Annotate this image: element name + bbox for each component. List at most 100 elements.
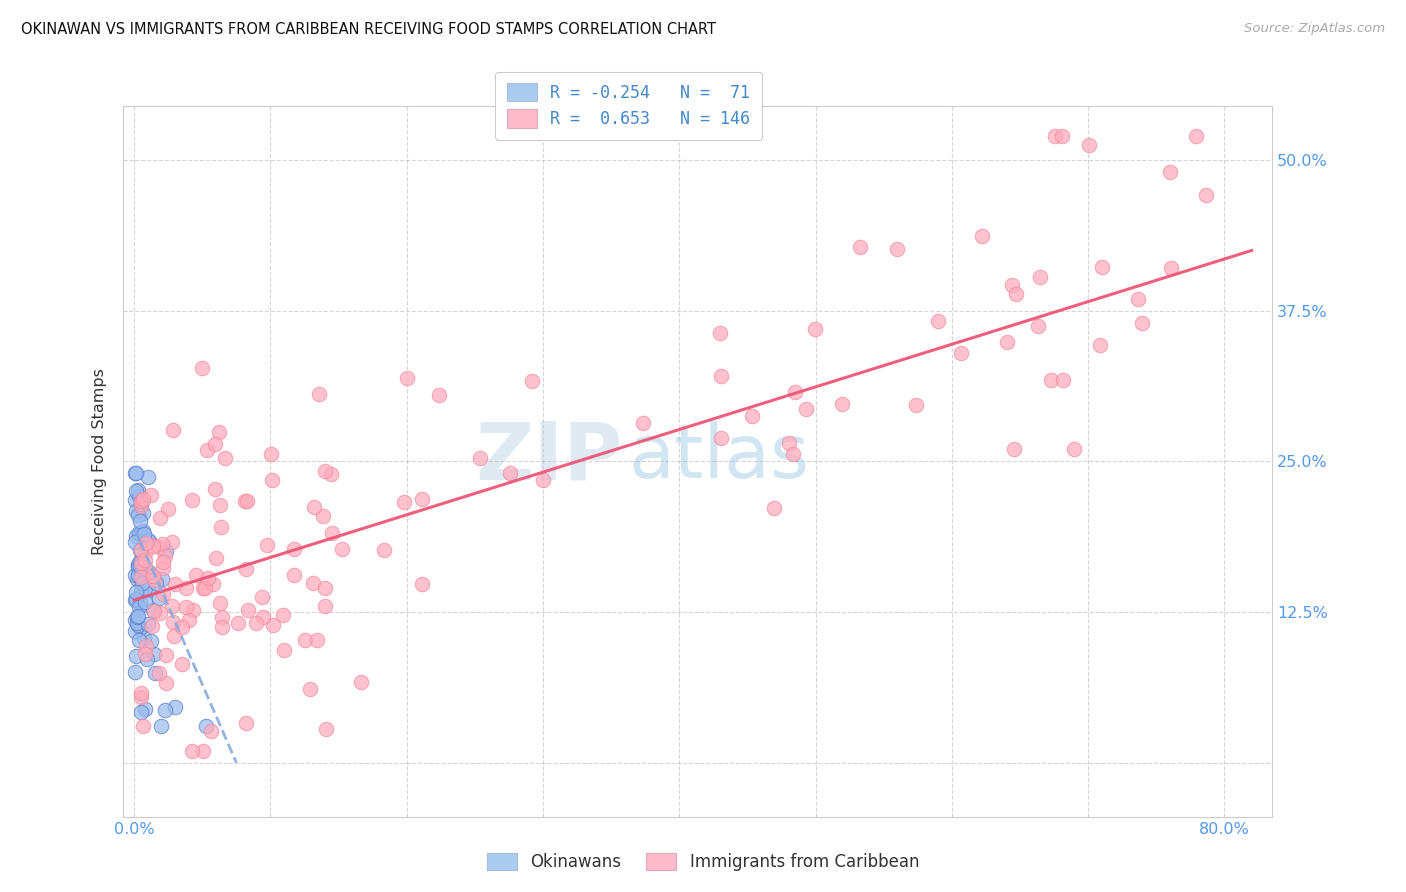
Point <box>904 398 927 412</box>
Point <box>1077 138 1099 153</box>
Point <box>211 609 233 624</box>
Point <box>209 520 232 534</box>
Point <box>233 494 256 508</box>
Point <box>226 616 249 631</box>
Point <box>298 681 321 696</box>
Point <box>204 550 226 565</box>
Point <box>127 483 149 497</box>
Point <box>429 387 451 401</box>
Point <box>153 549 176 563</box>
Point <box>149 606 172 620</box>
Point <box>314 582 336 596</box>
Point <box>831 396 853 410</box>
Point <box>1028 270 1050 285</box>
Point <box>132 565 155 579</box>
Point <box>271 607 294 622</box>
Point <box>849 240 872 254</box>
Point <box>330 541 353 556</box>
Point <box>162 424 184 438</box>
Point <box>1026 318 1049 333</box>
Point <box>131 575 153 590</box>
Point <box>127 572 149 586</box>
Point <box>204 437 226 451</box>
Point <box>350 674 373 689</box>
Point <box>124 665 146 679</box>
Point <box>127 559 149 574</box>
Point <box>1090 338 1112 352</box>
Point <box>152 561 174 575</box>
Point <box>150 573 173 587</box>
Point <box>886 242 908 256</box>
Point <box>149 511 172 525</box>
Point <box>411 492 433 507</box>
Point <box>1126 292 1149 306</box>
Point <box>314 599 336 613</box>
Point <box>128 599 150 614</box>
Point <box>134 595 156 609</box>
Text: ZIP: ZIP <box>475 419 623 497</box>
Point <box>143 604 166 618</box>
Point <box>132 524 155 538</box>
Point <box>211 620 233 634</box>
Point <box>139 568 162 582</box>
Point <box>139 634 162 648</box>
Point <box>127 568 149 582</box>
Point <box>142 569 165 583</box>
Point <box>125 528 148 542</box>
Point <box>135 544 157 558</box>
Y-axis label: Receiving Food Stamps: Receiving Food Stamps <box>93 368 107 555</box>
Point <box>141 619 163 633</box>
Point <box>129 527 152 541</box>
Point <box>197 571 219 585</box>
Point <box>260 447 283 461</box>
Point <box>128 489 150 503</box>
Point <box>195 719 218 733</box>
Point <box>262 473 284 487</box>
Point <box>138 573 160 587</box>
Point <box>125 484 148 499</box>
Point <box>531 473 554 487</box>
Point <box>163 629 186 643</box>
Point <box>995 334 1018 349</box>
Point <box>1184 128 1206 143</box>
Point <box>135 652 157 666</box>
Point <box>128 596 150 610</box>
Text: atlas: atlas <box>628 421 810 494</box>
Point <box>134 702 156 716</box>
Point <box>142 574 165 588</box>
Point <box>142 647 165 661</box>
Point <box>1130 316 1153 330</box>
Point <box>321 526 343 541</box>
Point <box>208 425 231 440</box>
Point <box>191 360 214 375</box>
Point <box>794 401 817 416</box>
Point <box>1052 373 1074 387</box>
Point <box>129 705 152 719</box>
Point <box>125 591 148 606</box>
Point <box>314 464 336 478</box>
Point <box>236 494 259 508</box>
Point <box>236 603 259 617</box>
Point <box>194 581 217 595</box>
Point <box>411 577 433 591</box>
Point <box>1160 260 1182 275</box>
Point <box>710 368 733 383</box>
Point <box>208 596 231 610</box>
Point <box>181 603 204 617</box>
Point <box>134 560 156 574</box>
Point <box>373 543 395 558</box>
Point <box>262 617 284 632</box>
Point <box>148 540 170 554</box>
Point <box>155 543 177 558</box>
Point <box>1005 287 1028 301</box>
Point <box>193 744 215 758</box>
Point <box>204 482 226 496</box>
Point <box>132 719 155 733</box>
Point <box>174 581 197 595</box>
Point <box>177 614 200 628</box>
Point <box>136 583 159 598</box>
Point <box>131 507 153 521</box>
Point <box>142 603 165 617</box>
Point <box>153 703 176 717</box>
Point <box>710 431 733 445</box>
